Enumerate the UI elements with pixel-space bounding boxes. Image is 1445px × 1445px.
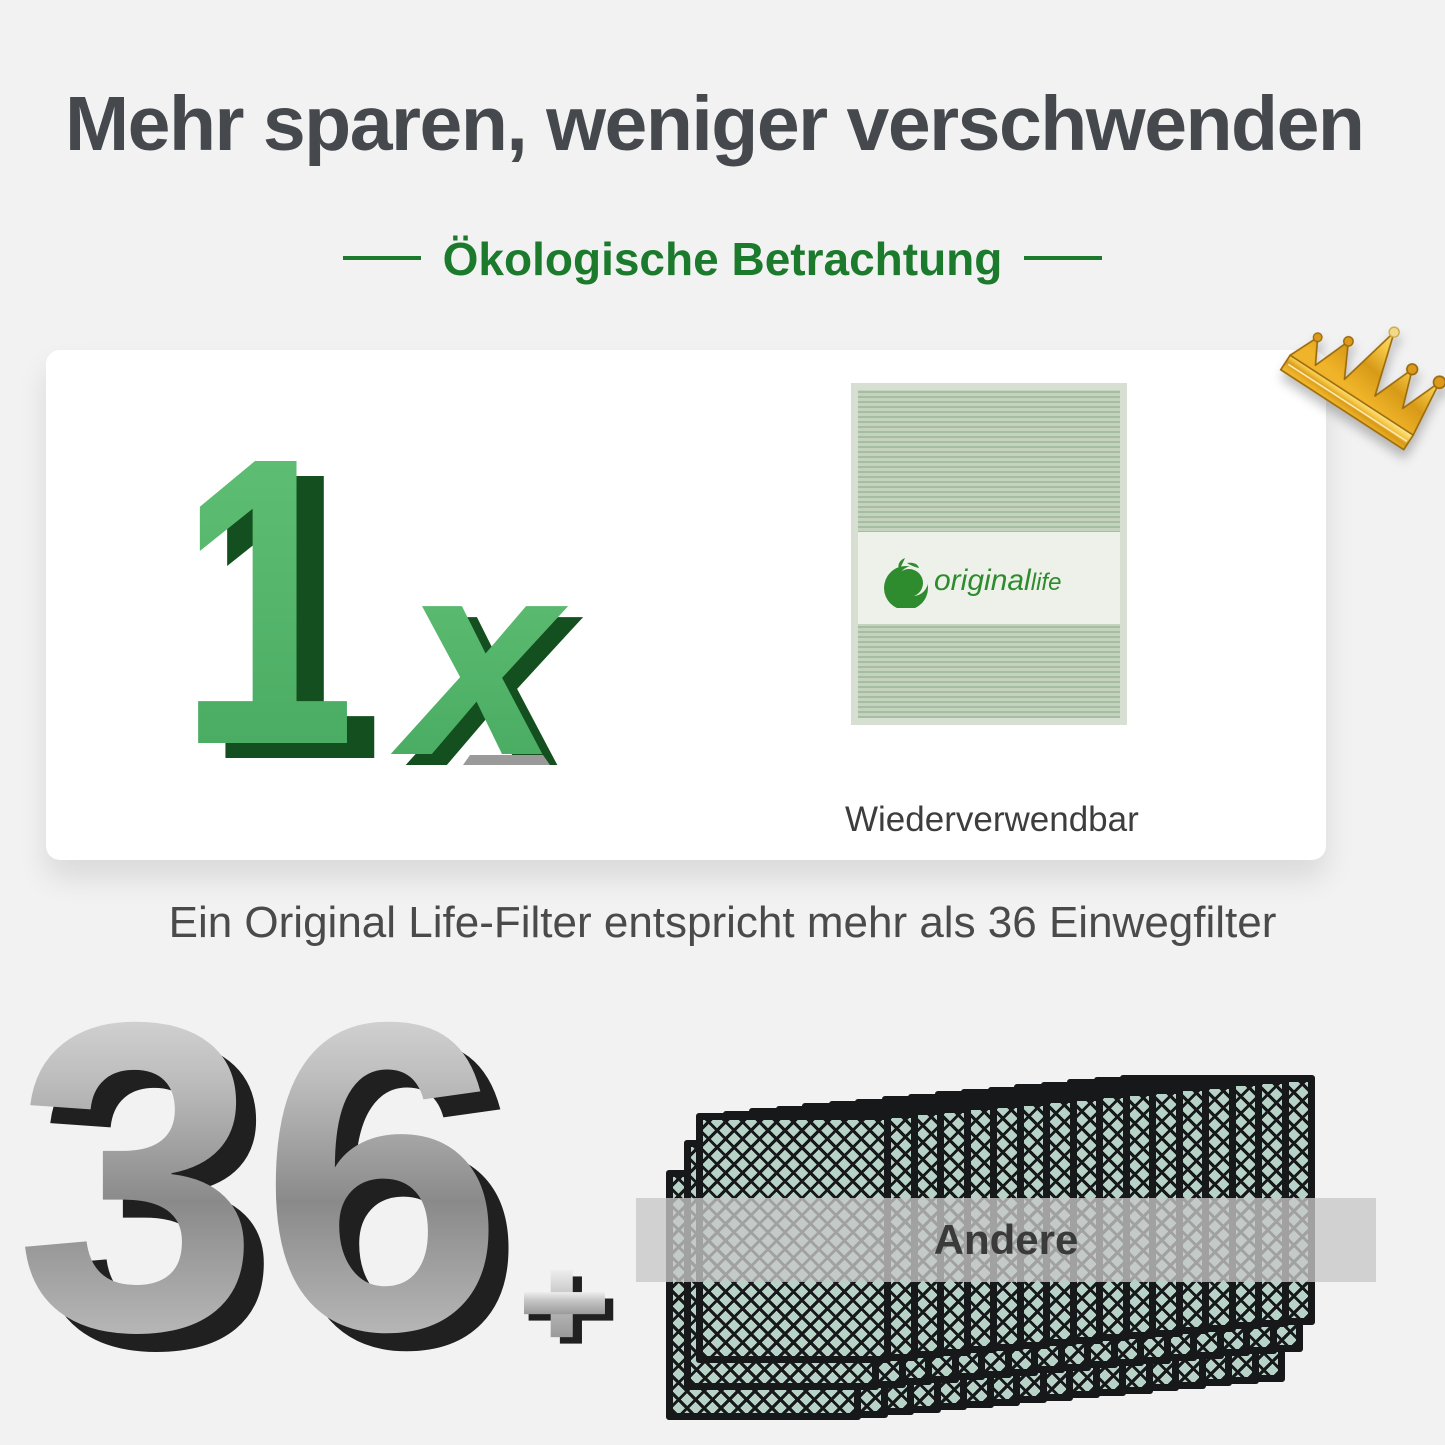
svg-text:36: 36: [15, 975, 504, 1423]
svg-text:1: 1: [178, 425, 356, 825]
svg-text:x: x: [390, 502, 569, 814]
svg-text:originallife: originallife: [934, 564, 1061, 597]
